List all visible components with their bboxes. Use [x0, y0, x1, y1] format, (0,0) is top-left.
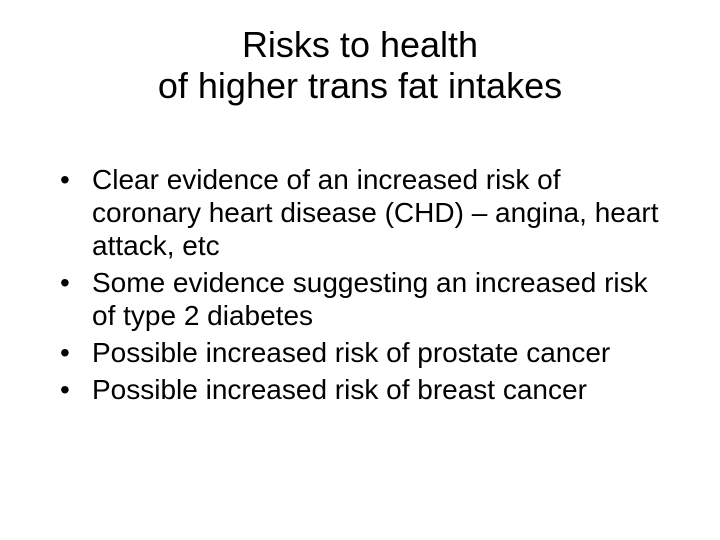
slide: Risks to health of higher trans fat inta…	[0, 0, 720, 540]
list-item: Clear evidence of an increased risk of c…	[56, 163, 672, 262]
bullet-list: Clear evidence of an increased risk of c…	[48, 163, 672, 410]
list-item: Possible increased risk of prostate canc…	[56, 336, 672, 369]
list-item: Possible increased risk of breast cancer	[56, 373, 672, 406]
list-item: Some evidence suggesting an increased ri…	[56, 266, 672, 332]
slide-title: Risks to health of higher trans fat inta…	[48, 24, 672, 107]
